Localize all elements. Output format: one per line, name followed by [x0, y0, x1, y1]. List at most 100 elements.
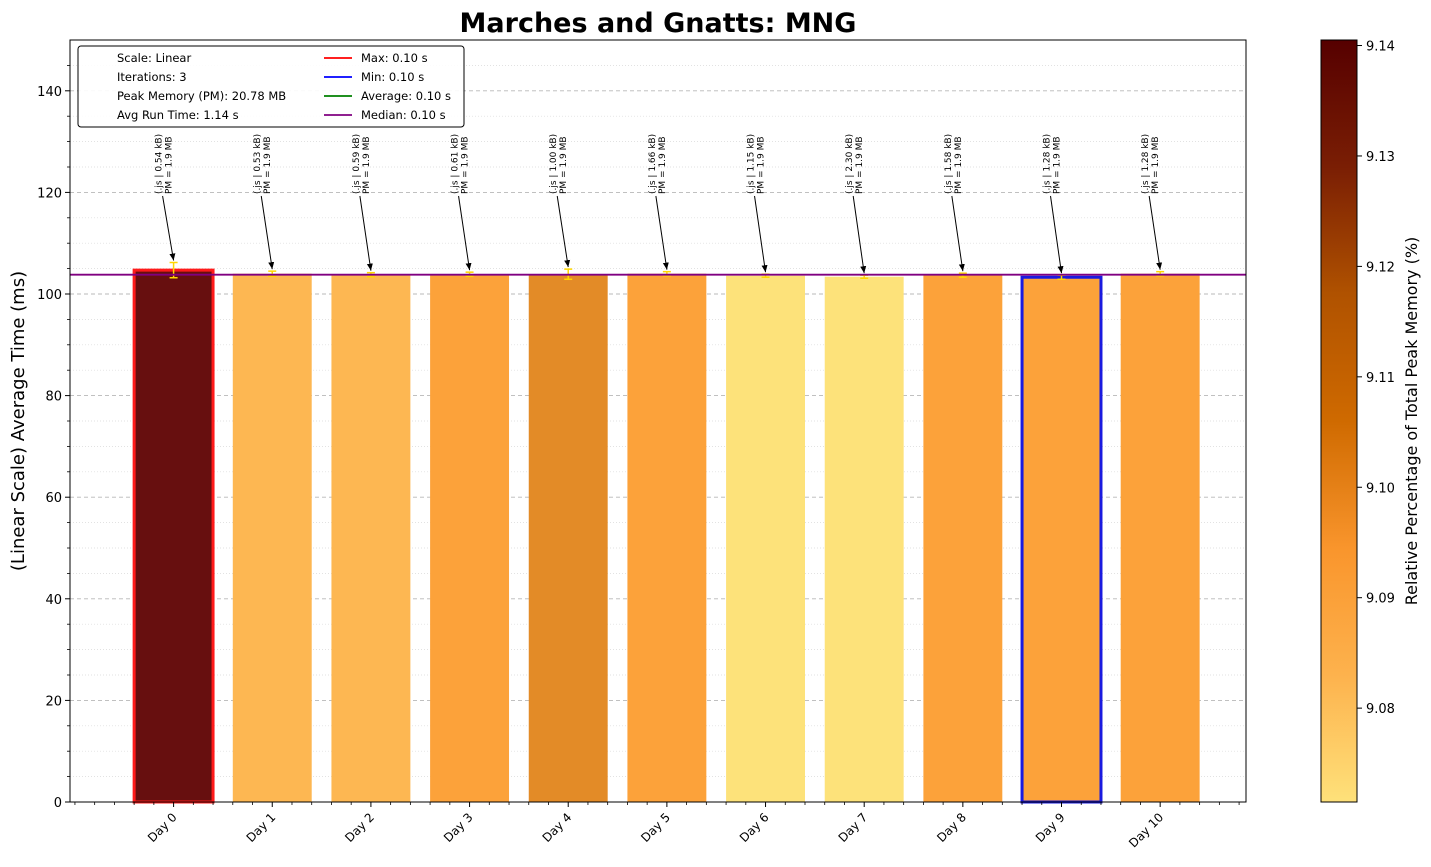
- annotation-arrow-8: [951, 195, 965, 272]
- chart-title: Marches and Gnatts: MNG: [460, 8, 857, 39]
- annotation-arrow-4: [556, 195, 571, 268]
- bar-7: [824, 276, 904, 802]
- annotation-text-7-1: PM = 1.9 MB: [855, 136, 865, 194]
- annotation-text-0-0: (.js | 0.54 kB): [155, 134, 165, 194]
- bar-4: [528, 274, 608, 802]
- annotation-text-2-1: PM = 1.9 MB: [362, 136, 372, 194]
- annotation-6: (.js | 1.15 kB) PM = 1.9 MB: [747, 134, 767, 194]
- annotation-text-8-1: PM = 1.9 MB: [954, 136, 964, 194]
- legend: Scale: Linear Iterations: 3 Peak Memory (P…: [77, 45, 465, 128]
- bar-8: [923, 275, 1003, 803]
- annotation-text-7-0: (.js | 2.30 kB): [845, 134, 855, 194]
- annotation-3: (.js | 0.61 kB) PM = 1.9 MB: [451, 134, 471, 194]
- y-axis: 0 20 40 60 80 100 120 140: [37, 65, 70, 811]
- legend-line-label-0: Max: 0.10 s: [361, 51, 428, 65]
- y-tick-label: 140: [37, 85, 62, 100]
- x-tick-label: Day 9: [1033, 810, 1068, 845]
- colorbar-tick-label: 9.11: [1366, 371, 1395, 386]
- y-tick-label: 120: [37, 186, 62, 201]
- annotation-5: (.js | 1.66 kB) PM = 1.9 MB: [648, 134, 668, 194]
- annotation-8: (.js | 1.58 kB) PM = 1.9 MB: [944, 134, 964, 194]
- annotation-text-6-1: PM = 1.9 MB: [757, 136, 767, 194]
- x-tick-label: Day 1: [244, 810, 279, 845]
- bar-2: [331, 274, 411, 802]
- annotation-arrow-3: [458, 195, 472, 271]
- colorbar-tick-label: 9.09: [1366, 592, 1395, 607]
- annotation-arrow-5: [655, 195, 669, 270]
- x-tick-label: Day 2: [342, 810, 377, 845]
- annotations-group: (.js | 0.54 kB) PM = 1.9 MB (.js | 0.53 kB…: [155, 134, 1163, 274]
- annotation-text-3-0: (.js | 0.61 kB): [451, 134, 461, 194]
- annotation-text-9-0: (.js | 1.28 kB): [1043, 134, 1053, 194]
- y-tick-label: 60: [45, 491, 62, 506]
- annotation-4: (.js | 1.00 kB) PM = 1.9 MB: [549, 134, 569, 194]
- y-tick-label: 20: [45, 694, 62, 709]
- annotation-arrow-7: [852, 195, 867, 274]
- annotation-arrow-1: [260, 195, 275, 270]
- annotation-7: (.js | 2.30 kB) PM = 1.9 MB: [845, 134, 865, 194]
- annotation-text-0-1: PM = 1.9 MB: [165, 136, 175, 194]
- x-tick-label: Day 5: [638, 810, 673, 845]
- annotation-text-2-0: (.js | 0.59 kB): [352, 134, 362, 194]
- x-tick-label: Day 10: [1126, 810, 1166, 850]
- annotation-text-8-0: (.js | 1.58 kB): [944, 134, 954, 194]
- annotation-arrow-10: [1148, 195, 1163, 270]
- annotation-text-3-1: PM = 1.9 MB: [461, 136, 471, 194]
- colorbar-tick-label: 9.14: [1366, 40, 1395, 55]
- bar-3: [430, 274, 510, 802]
- legend-line-label-3: Median: 0.10 s: [361, 108, 446, 122]
- annotation-text-4-0: (.js | 1.00 kB): [549, 134, 559, 194]
- bar-9: [1020, 275, 1103, 804]
- bar-0: [132, 268, 215, 804]
- colorbar: 9.08 9.09 9.10 9.11 9.12 9.13 9.14 Relative Per…: [1320, 39, 1421, 803]
- annotation-text-4-1: PM = 1.9 MB: [559, 136, 569, 194]
- colorbar-tick-label: 9.08: [1366, 702, 1395, 717]
- annotation-text-10-1: PM = 1.9 MB: [1151, 136, 1161, 194]
- x-tick-label: Day 0: [145, 810, 180, 845]
- y-tick-label: 100: [37, 288, 62, 303]
- x-tick-label: Day 8: [934, 810, 969, 845]
- x-tick-label: Day 7: [836, 810, 871, 845]
- annotation-1: (.js | 0.53 kB) PM = 1.9 MB: [253, 134, 273, 194]
- bar-5: [627, 273, 707, 802]
- annotation-10: (.js | 1.28 kB) PM = 1.9 MB: [1141, 134, 1161, 194]
- y-tick-label: 0: [54, 796, 62, 811]
- x-axis: Day 0 Day 1 Day 2 Day 3 Day 4 Day 5 Day 6 Day 7…: [74, 802, 1240, 850]
- bar-1: [232, 273, 312, 802]
- annotation-0: (.js | 0.54 kB) PM = 1.9 MB: [155, 134, 175, 194]
- y-tick-label: 40: [45, 593, 62, 608]
- colorbar-tick-label: 9.10: [1366, 481, 1395, 496]
- annotation-text-5-0: (.js | 1.66 kB): [648, 134, 658, 194]
- annotation-text-9-1: PM = 1.9 MB: [1053, 136, 1063, 194]
- annotation-text-5-1: PM = 1.9 MB: [658, 136, 668, 194]
- annotation-arrow-6: [754, 195, 768, 273]
- bars-group: [132, 261, 1200, 804]
- legend-info-3: Avg Run Time: 1.14 s: [117, 108, 239, 122]
- annotation-arrow-2: [359, 195, 373, 271]
- colorbar-tick-label: 9.13: [1366, 150, 1395, 165]
- annotation-arrow-9: [1050, 195, 1064, 274]
- colorbar-label: Relative Percentage of Total Peak Memory…: [1402, 237, 1421, 606]
- legend-line-label-1: Min: 0.10 s: [361, 70, 424, 84]
- annotation-9: (.js | 1.28 kB) PM = 1.9 MB: [1043, 134, 1063, 194]
- annotation-2: (.js | 0.59 kB) PM = 1.9 MB: [352, 134, 372, 194]
- legend-info-0: Scale: Linear: [117, 51, 191, 65]
- annotation-text-1-1: PM = 1.9 MB: [263, 136, 273, 194]
- bar-6: [726, 275, 805, 802]
- x-tick-label: Day 6: [737, 810, 772, 845]
- x-tick-label: Day 4: [540, 810, 575, 845]
- y-tick-label: 80: [45, 390, 62, 405]
- x-tick-label: Day 3: [441, 810, 476, 845]
- colorbar-gradient: [1320, 39, 1358, 803]
- legend-info-2: Peak Memory (PM): 20.78 MB: [117, 89, 286, 103]
- colorbar-tick-label: 9.12: [1366, 260, 1395, 275]
- annotation-text-1-0: (.js | 0.53 kB): [253, 134, 263, 194]
- legend-box: [77, 45, 465, 128]
- annotation-arrow-0: [162, 195, 176, 261]
- legend-info-1: Iterations: 3: [117, 70, 187, 84]
- annotation-text-6-0: (.js | 1.15 kB): [747, 134, 757, 194]
- annotation-text-10-0: (.js | 1.28 kB): [1141, 134, 1151, 194]
- bar-10: [1120, 273, 1200, 802]
- y-axis-label: (Linear Scale) Average Time (ms): [8, 271, 29, 571]
